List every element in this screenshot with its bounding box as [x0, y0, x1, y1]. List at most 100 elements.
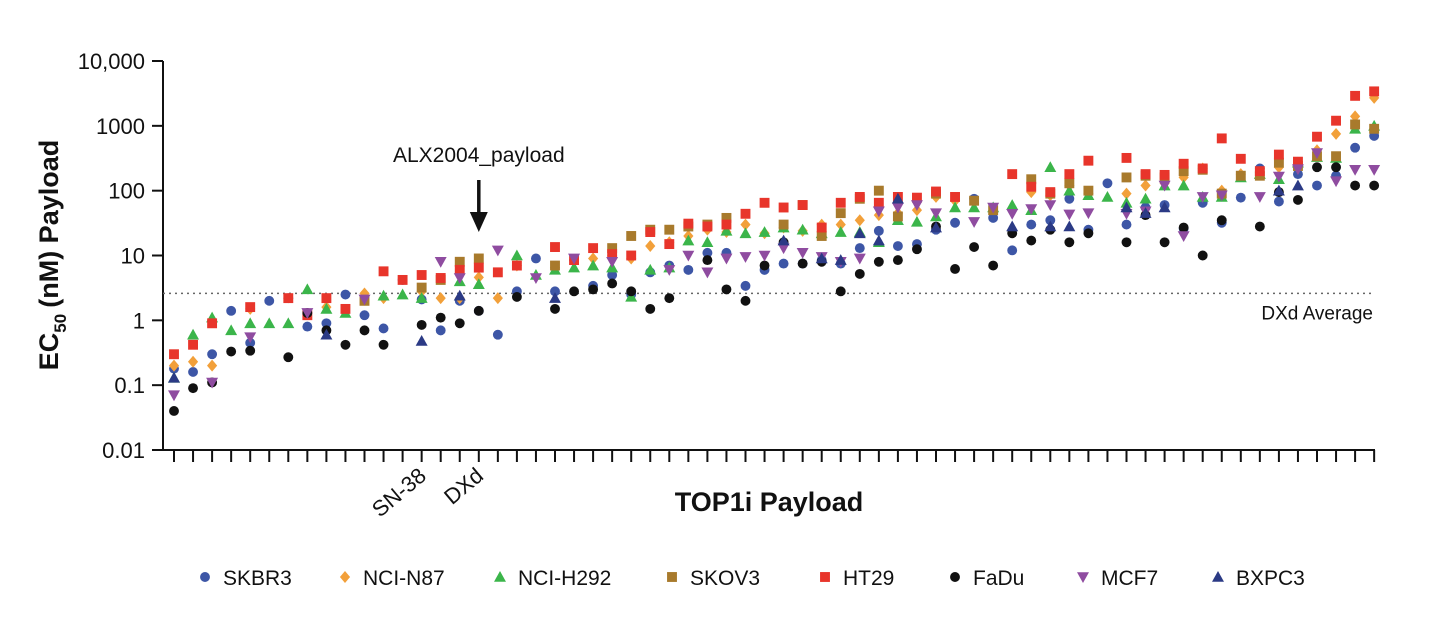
legend-marker-skov3	[667, 572, 677, 582]
data-point-fadu	[969, 242, 980, 252]
data-point-nci-n87	[473, 271, 484, 284]
y-tick-label: 100	[108, 179, 145, 204]
data-point-nci-h292	[949, 201, 962, 213]
data-point-fadu	[797, 258, 808, 269]
data-point-fadu	[645, 303, 656, 314]
data-point-mcf7	[720, 253, 733, 265]
data-point-skbr3	[359, 310, 370, 321]
data-point-bxpc3	[1063, 220, 1076, 232]
data-point-fadu	[873, 256, 884, 267]
legend-label-nci-n87: NCI-N87	[363, 567, 445, 590]
data-point-mcf7	[968, 217, 981, 228]
data-point-ht29	[816, 222, 827, 233]
data-point-skov3	[1083, 185, 1094, 196]
data-point-bxpc3	[1139, 207, 1152, 218]
data-point-fadu	[1178, 222, 1189, 233]
data-point-skov3	[1178, 166, 1189, 177]
data-point-bxpc3	[320, 328, 333, 340]
data-point-nci-h292	[1101, 190, 1114, 202]
data-point-mcf7	[758, 250, 771, 262]
data-point-mcf7	[872, 206, 885, 218]
data-point-ht29	[1178, 158, 1189, 169]
data-point-mcf7	[358, 294, 371, 306]
data-point-nci-n87	[645, 240, 656, 253]
data-point-bxpc3	[834, 254, 847, 265]
data-point-skov3	[473, 253, 484, 264]
data-point-mcf7	[1044, 200, 1057, 212]
data-point-ht29	[702, 221, 713, 232]
data-point-skbr3	[340, 289, 351, 300]
legend-marker-mcf7	[1077, 572, 1089, 583]
data-point-skov3	[416, 282, 427, 293]
data-point-mcf7	[1177, 231, 1190, 242]
data-point-nci-n87	[1369, 91, 1380, 104]
data-point-fadu	[378, 339, 389, 350]
data-point-nci-h292	[910, 215, 923, 227]
data-point-fadu	[721, 284, 732, 295]
annotation-label: ALX2004_payload	[393, 144, 565, 167]
y-axis-title-rest: (nM) Payload	[34, 140, 64, 308]
data-point-ht29	[207, 318, 218, 329]
data-point-fadu	[740, 295, 751, 306]
data-point-mcf7	[1291, 164, 1304, 176]
data-point-fadu	[1293, 194, 1303, 205]
data-point-mcf7	[1006, 208, 1019, 220]
legend-label-bxpc3: BXPC3	[1236, 567, 1305, 590]
data-point-nci-h292	[644, 263, 657, 275]
data-point-nci-n87	[835, 218, 846, 231]
data-point-fadu	[435, 312, 446, 323]
data-point-skov3	[1369, 123, 1380, 134]
data-point-nci-h292	[739, 227, 752, 239]
data-point-ht29	[1273, 149, 1284, 160]
data-point-skbr3	[492, 329, 503, 340]
data-point-nci-h292	[472, 278, 485, 290]
data-point-nci-h292	[225, 324, 238, 336]
data-point-bxpc3	[930, 221, 942, 233]
data-point-skov3	[454, 256, 465, 267]
data-point-fadu	[511, 291, 522, 302]
y-tick-label: 10	[121, 244, 145, 269]
data-point-fadu	[416, 319, 427, 330]
data-point-nci-h292	[282, 317, 295, 329]
data-point-skov3	[873, 185, 884, 196]
data-point-mcf7	[1253, 192, 1266, 203]
data-point-mcf7	[910, 200, 923, 212]
data-point-mcf7	[891, 202, 904, 214]
data-point-skbr3	[854, 243, 865, 254]
data-point-mcf7	[930, 208, 942, 220]
data-point-ht29	[1235, 153, 1246, 164]
data-point-bxpc3	[415, 335, 428, 346]
data-point-ht29	[169, 349, 179, 360]
data-point-fadu	[988, 260, 999, 271]
data-point-fadu	[226, 346, 237, 357]
data-point-ht29	[931, 186, 941, 197]
data-point-bxpc3	[777, 234, 790, 246]
data-point-bxpc3	[1006, 220, 1019, 232]
data-point-bxpc3	[1272, 184, 1285, 196]
y-axis-ticks: 0.01 0.1 1 10 100 1000 10,000	[78, 49, 163, 463]
data-point-fadu	[550, 303, 560, 314]
data-point-ht29	[721, 219, 732, 230]
data-point-bxpc3	[1044, 220, 1057, 232]
data-point-nci-h292	[1139, 192, 1152, 204]
data-point-ht29	[1121, 152, 1132, 163]
data-point-fadu	[340, 339, 351, 350]
data-point-ht29	[664, 239, 675, 250]
data-point-fadu	[473, 305, 484, 316]
data-point-ht29	[416, 270, 427, 280]
data-point-nci-n87	[740, 218, 751, 231]
data-point-bxpc3	[891, 192, 904, 204]
data-point-mcf7	[1272, 171, 1285, 183]
data-point-mcf7	[434, 256, 447, 268]
data-point-skbr3	[550, 286, 560, 297]
legend-label-nci-h292: NCI-H292	[518, 567, 611, 590]
data-point-ht29	[1293, 156, 1303, 167]
data-point-fadu	[454, 318, 465, 329]
data-point-nci-h292	[720, 224, 733, 236]
data-point-skbr3	[302, 321, 313, 332]
data-point-nci-h292	[968, 201, 981, 213]
data-point-fadu	[283, 352, 294, 363]
data-point-skbr3	[1235, 192, 1246, 203]
data-point-fadu	[188, 383, 198, 394]
y-tick-label: 1000	[96, 114, 145, 139]
